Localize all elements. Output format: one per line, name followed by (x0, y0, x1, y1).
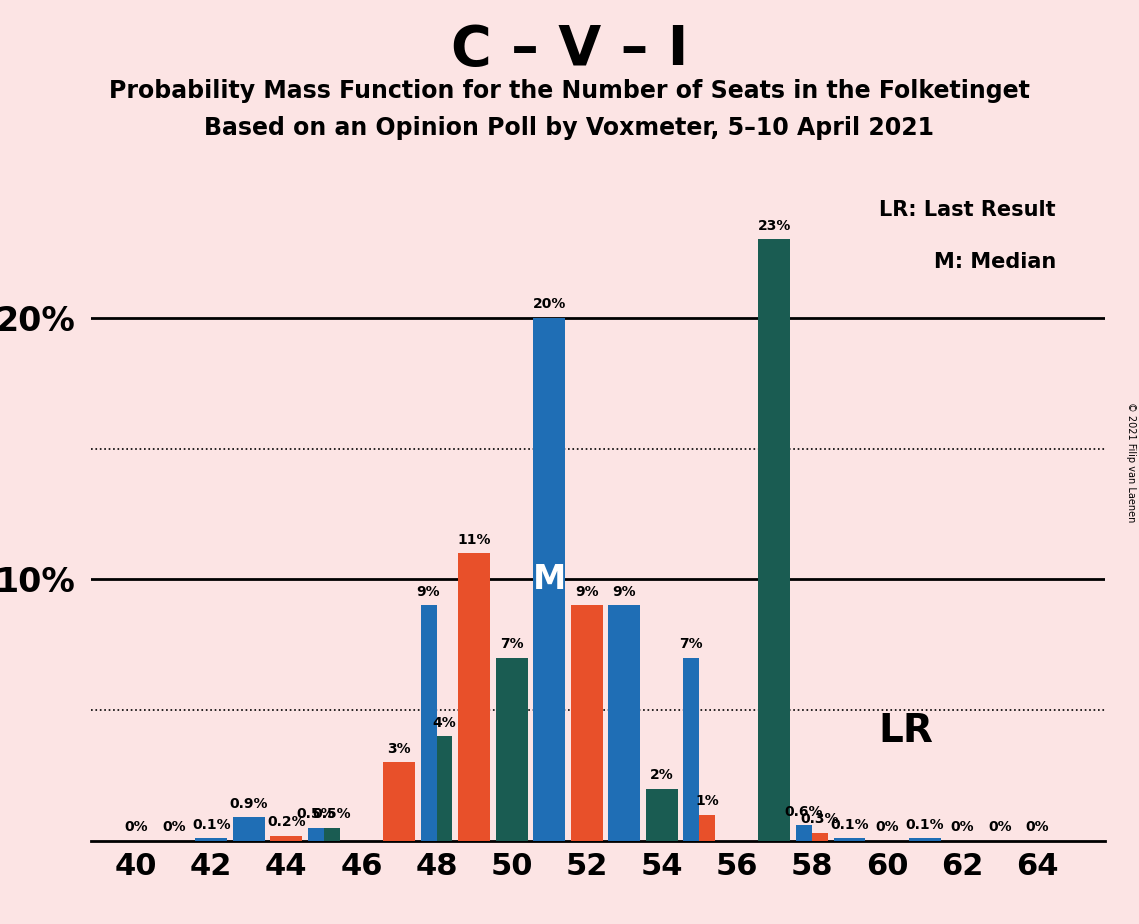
Text: Based on an Opinion Poll by Voxmeter, 5–10 April 2021: Based on an Opinion Poll by Voxmeter, 5–… (205, 116, 934, 140)
Bar (646, 788, 678, 841)
Text: 0.9%: 0.9% (230, 796, 268, 810)
Text: 0.5%: 0.5% (296, 808, 335, 821)
Text: 9%: 9% (417, 585, 441, 599)
Text: 0.1%: 0.1% (906, 818, 944, 832)
Text: 0.2%: 0.2% (267, 815, 305, 829)
Text: 0%: 0% (124, 821, 148, 834)
Bar (436, 736, 452, 841)
Bar (323, 828, 339, 841)
Text: 7%: 7% (500, 638, 524, 651)
Bar (270, 835, 302, 841)
Text: 7%: 7% (680, 638, 703, 651)
Bar (571, 605, 603, 841)
Text: 0.3%: 0.3% (801, 812, 839, 826)
Text: Probability Mass Function for the Number of Seats in the Folketinget: Probability Mass Function for the Number… (109, 79, 1030, 103)
Bar (796, 825, 812, 841)
Text: LR: Last Result: LR: Last Result (879, 201, 1056, 220)
Text: 11%: 11% (458, 532, 491, 547)
Text: 23%: 23% (757, 219, 792, 233)
Text: 9%: 9% (575, 585, 598, 599)
Text: M: M (533, 563, 566, 596)
Text: 9%: 9% (613, 585, 636, 599)
Text: 2%: 2% (650, 768, 673, 782)
Text: 0.1%: 0.1% (192, 818, 230, 832)
Bar (909, 838, 941, 841)
Text: 0%: 0% (875, 821, 899, 834)
Bar (420, 605, 436, 841)
Bar (308, 828, 323, 841)
Bar (812, 833, 828, 841)
Bar (834, 838, 866, 841)
Text: C – V – I: C – V – I (451, 23, 688, 77)
Bar (608, 605, 640, 841)
Bar (533, 318, 565, 841)
Text: 20%: 20% (532, 298, 566, 311)
Text: 0.6%: 0.6% (785, 805, 823, 819)
Text: 0%: 0% (950, 821, 974, 834)
Bar (195, 838, 227, 841)
Text: LR: LR (878, 712, 933, 750)
Text: 0%: 0% (1025, 821, 1049, 834)
Bar (383, 762, 415, 841)
Bar (495, 658, 527, 841)
Text: 1%: 1% (696, 794, 719, 808)
Text: © 2021 Filip van Laenen: © 2021 Filip van Laenen (1126, 402, 1136, 522)
Text: 0%: 0% (988, 821, 1011, 834)
Bar (458, 553, 490, 841)
Text: 0.5%: 0.5% (312, 808, 351, 821)
Bar (683, 658, 699, 841)
Text: 3%: 3% (387, 742, 411, 756)
Bar (759, 239, 790, 841)
Bar (699, 815, 715, 841)
Bar (232, 818, 264, 841)
Text: M: Median: M: Median (934, 252, 1056, 273)
Text: 0.1%: 0.1% (830, 818, 869, 832)
Text: 4%: 4% (433, 716, 457, 730)
Text: 0%: 0% (162, 821, 186, 834)
